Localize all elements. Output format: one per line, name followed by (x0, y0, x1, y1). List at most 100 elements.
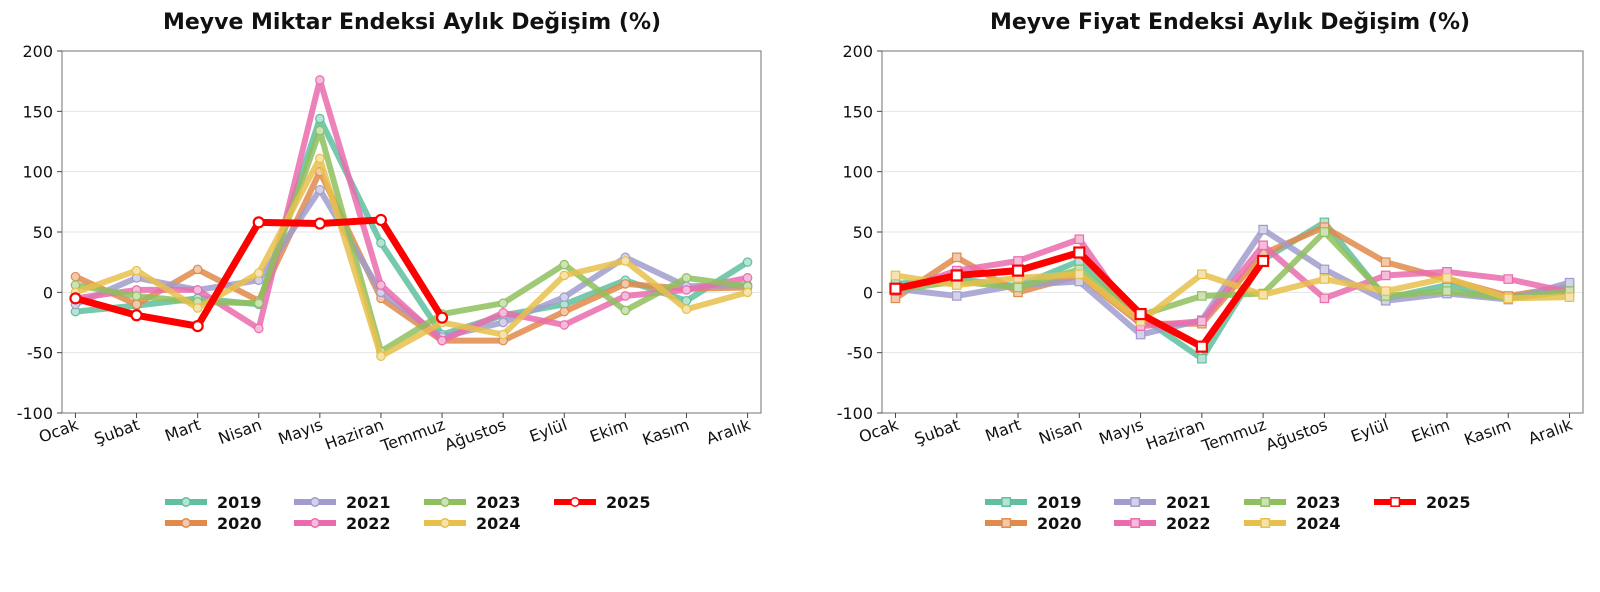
data-point (1073, 246, 1086, 259)
data-point (131, 291, 142, 301)
data-point (498, 329, 508, 340)
legend-item: 2022 (294, 514, 391, 533)
y-tick-label: 100 (22, 163, 53, 182)
data-point (315, 184, 325, 195)
data-point (315, 75, 325, 85)
series-2025 (889, 246, 1270, 353)
data-point (253, 298, 264, 308)
data-point (1013, 282, 1023, 293)
x-tick-label: Kasım (1462, 415, 1514, 449)
data-point (1442, 273, 1452, 283)
y-tick-label: 50 (33, 223, 53, 242)
series-2024 (890, 269, 1575, 327)
x-tick-label: Aralık (1526, 415, 1576, 449)
legend-label: 2023 (476, 493, 521, 512)
legend-swatch-marker (1001, 518, 1012, 528)
data-point (1442, 286, 1452, 296)
legend-item: 2019 (985, 493, 1082, 512)
data-point (374, 213, 388, 227)
data-point (1503, 293, 1514, 304)
data-point (1258, 240, 1268, 251)
legend-item: 2025 (554, 493, 651, 512)
x-tick-label: Şubat (92, 415, 142, 449)
legend-label: 2023 (1296, 493, 1341, 512)
data-point (1074, 269, 1085, 280)
y-tick-label: -50 (847, 344, 873, 363)
data-point (252, 216, 265, 229)
data-point (559, 259, 570, 270)
data-point (69, 292, 82, 305)
series-line (892, 271, 1573, 325)
data-point (376, 280, 386, 290)
data-point (620, 291, 631, 301)
data-point (620, 305, 631, 316)
data-point (559, 320, 570, 330)
legend-label: 2024 (1296, 514, 1341, 533)
legend-swatch-marker (310, 518, 320, 528)
legend-item: 2023 (424, 493, 521, 512)
data-point (681, 285, 692, 295)
data-point (1197, 291, 1207, 301)
legend-label: 2019 (1037, 493, 1082, 512)
data-point (1011, 264, 1025, 277)
legend-swatch-marker (570, 497, 580, 507)
legend-label: 2020 (217, 514, 262, 533)
legend-label: 2020 (1037, 514, 1082, 533)
data-point (1564, 292, 1575, 302)
x-tick-label: Mayıs (276, 415, 326, 449)
data-point (742, 273, 753, 283)
data-point (1197, 353, 1207, 364)
y-tick-label: -50 (27, 344, 53, 363)
x-tick-label: Mayıs (1096, 415, 1146, 449)
data-point (1134, 307, 1147, 321)
legend-swatch-marker (440, 497, 450, 507)
legend-swatch-marker (1390, 497, 1401, 507)
legend-label: 2019 (217, 493, 262, 512)
data-point (742, 287, 753, 298)
series-line (892, 229, 1573, 319)
data-point (559, 270, 570, 281)
x-tick-label: Temmuz (377, 415, 447, 456)
x-tick-label: Ağustos (1263, 415, 1330, 455)
series-line (72, 155, 751, 360)
legend-swatch-marker (181, 518, 191, 528)
x-tick-label: Ekim (1409, 415, 1453, 446)
x-tick-label: Mart (983, 415, 1024, 445)
legend-swatch-marker (310, 497, 320, 507)
data-point (191, 320, 204, 333)
x-tick-label: Nisan (1036, 415, 1085, 448)
data-point (559, 306, 570, 317)
y-tick-label: 100 (842, 163, 873, 182)
legend-item: 2022 (1114, 514, 1211, 533)
legend-label: 2025 (606, 493, 651, 512)
y-tick-label: -100 (17, 404, 53, 423)
data-point (890, 270, 901, 281)
data-point (376, 351, 386, 362)
legend: 2019 2020 2021 2022 2023 2024 2025 (985, 493, 1471, 533)
x-tick-label: Şubat (912, 415, 962, 449)
data-point (951, 252, 962, 263)
series-2022 (70, 75, 753, 346)
legend-item: 2021 (294, 493, 391, 512)
legend-label: 2024 (476, 514, 521, 533)
chart-2: Meyve Fiyat Endeksi Aylık Değişim (%) -10… (837, 10, 1584, 533)
data-point (131, 265, 142, 276)
legend-label: 2022 (346, 514, 391, 533)
legend-item: 2023 (1244, 493, 1341, 512)
data-point (1380, 286, 1391, 296)
x-tick-label: Eylül (527, 415, 570, 446)
x-tick-label: Haziran (1143, 415, 1207, 454)
legend-swatch-marker (1130, 518, 1141, 528)
legend-swatch-marker (440, 518, 450, 528)
data-point (376, 238, 386, 248)
data-point (620, 279, 631, 289)
data-point (1195, 340, 1208, 353)
legend-label: 2022 (1166, 514, 1211, 533)
data-point (192, 285, 203, 295)
legend-swatch-marker (1001, 497, 1012, 507)
series-line (72, 168, 751, 344)
legend-swatch-marker (181, 497, 191, 507)
data-point (1258, 289, 1268, 300)
y-tick-label: -100 (837, 404, 873, 423)
